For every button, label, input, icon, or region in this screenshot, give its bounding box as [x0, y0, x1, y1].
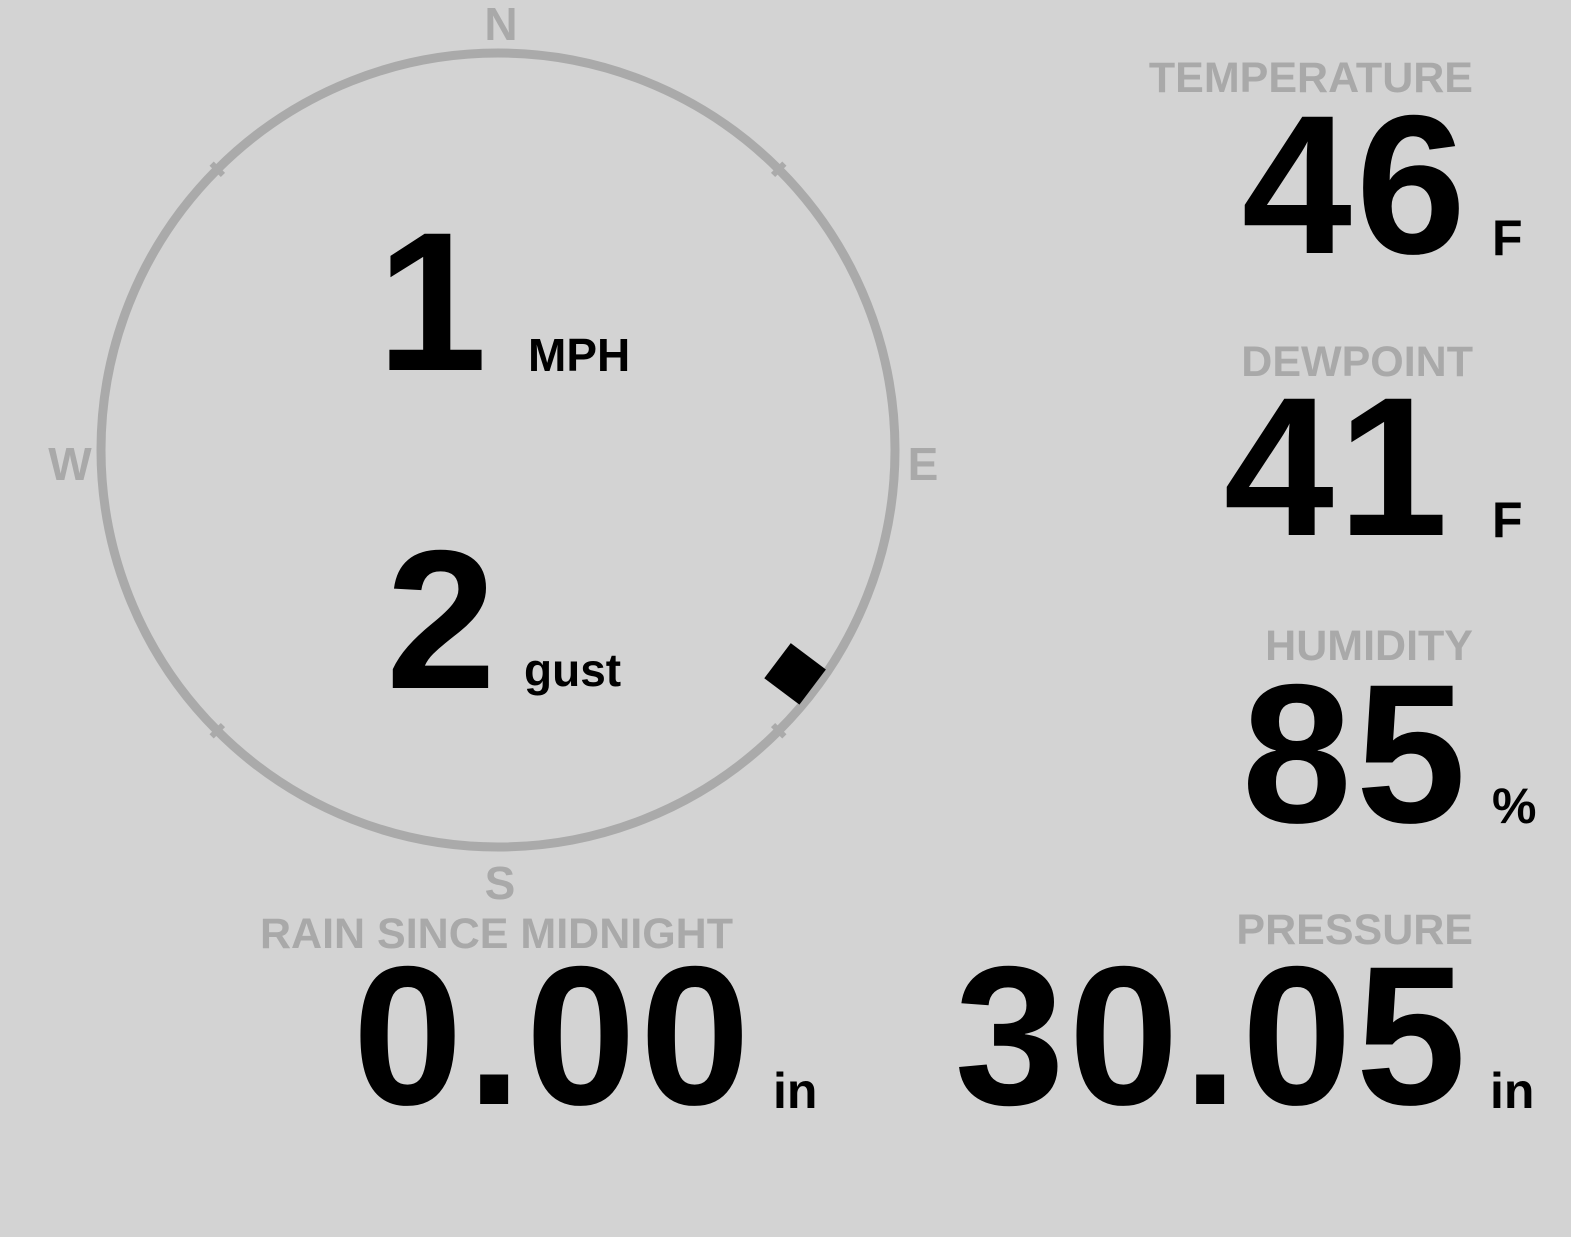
pressure-label: PRESSURE: [1236, 906, 1473, 954]
humidity-value: 85: [1242, 643, 1470, 864]
humidity-label: HUMIDITY: [1265, 622, 1473, 670]
compass-tick: [209, 161, 226, 178]
dewpoint-panel: DEWPOINT 41 F: [1224, 338, 1523, 577]
compass-tick: [770, 161, 787, 178]
rain-panel: RAIN SINCE MIDNIGHT 0.00 in: [260, 910, 817, 1146]
compass-east: E: [908, 438, 939, 490]
temperature-panel: TEMPERATURE 46 F: [1149, 54, 1523, 295]
rain-value: 0.00: [353, 925, 754, 1146]
temperature-label: TEMPERATURE: [1149, 54, 1473, 102]
compass-tick: [770, 722, 787, 739]
humidity-unit: %: [1492, 778, 1536, 834]
compass-west: W: [48, 438, 92, 490]
dewpoint-value: 41: [1224, 356, 1452, 577]
wind-speed-value: 1: [377, 191, 491, 412]
rain-unit: in: [773, 1063, 817, 1119]
pressure-value: 30.05: [955, 925, 1470, 1146]
compass-north: N: [484, 0, 517, 50]
wind-compass: N E S W 1 MPH 2 gust: [48, 0, 938, 909]
wind-direction-marker: [764, 643, 826, 705]
wind-speed-unit: MPH: [528, 329, 630, 381]
humidity-panel: HUMIDITY 85 %: [1242, 622, 1537, 864]
gust-value: 2: [386, 509, 500, 730]
temperature-unit: F: [1492, 210, 1523, 266]
pressure-panel: PRESSURE 30.05 in: [955, 906, 1535, 1146]
rain-label: RAIN SINCE MIDNIGHT: [260, 910, 733, 958]
temperature-value: 46: [1242, 74, 1470, 295]
dewpoint-label: DEWPOINT: [1241, 338, 1473, 386]
dewpoint-unit: F: [1492, 492, 1523, 548]
compass-tick: [209, 722, 226, 739]
pressure-unit: in: [1490, 1063, 1534, 1119]
compass-ring: [96, 48, 900, 852]
compass-south: S: [485, 857, 516, 909]
gust-unit: gust: [524, 644, 621, 696]
compass-ticks: [209, 161, 787, 739]
